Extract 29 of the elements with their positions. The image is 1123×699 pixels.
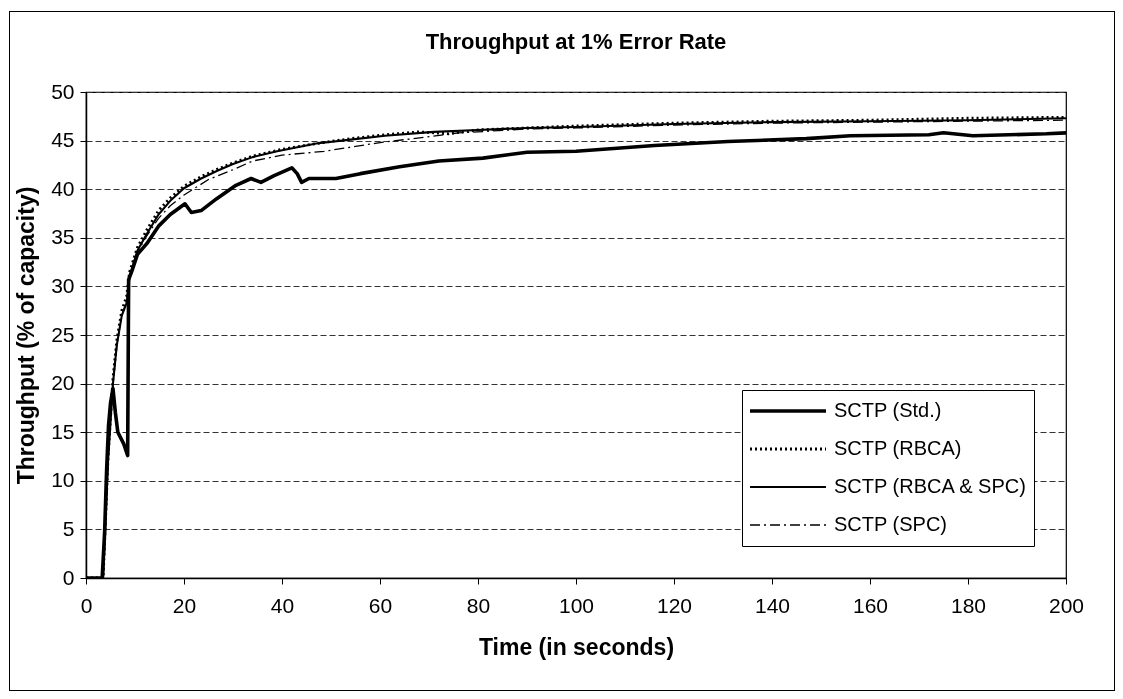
y-tick-label: 5 — [62, 516, 75, 540]
y-tick-label: 35 — [51, 225, 75, 249]
y-tick-label: 45 — [51, 128, 75, 152]
x-tick-label: 100 — [558, 593, 595, 617]
y-tick-label: 40 — [51, 176, 75, 200]
x-tick-label: 200 — [1048, 593, 1085, 617]
x-tick-label: 40 — [270, 593, 295, 617]
legend-label: SCTP (SPC) — [834, 513, 947, 535]
x-axis-title: Time (in seconds) — [478, 633, 675, 660]
y-tick-label: 0 — [62, 565, 75, 589]
x-tick-label: 180 — [950, 593, 987, 617]
y-axis-title: Throughput (% of capacity) — [13, 186, 40, 485]
y-tick-label: 15 — [51, 419, 75, 443]
x-tick-label: 80 — [466, 593, 491, 617]
x-tick-label: 160 — [852, 593, 889, 617]
x-tick-label: 60 — [368, 593, 393, 617]
y-tick-label: 25 — [51, 322, 75, 346]
y-tick-label: 20 — [51, 371, 75, 395]
legend-label: SCTP (RBCA & SPC) — [834, 475, 1026, 497]
x-tick-label: 20 — [172, 593, 197, 617]
x-tick-label: 140 — [754, 593, 791, 617]
legend-label: SCTP (RBCA) — [834, 437, 962, 459]
y-tick-label: 30 — [51, 273, 75, 297]
legend-label: SCTP (Std.) — [834, 399, 942, 421]
y-tick-label: 50 — [51, 79, 75, 103]
y-tick-label: 10 — [51, 468, 75, 492]
x-tick-label: 0 — [80, 593, 93, 617]
chart-title: Throughput at 1% Error Rate — [425, 29, 727, 54]
x-tick-label: 120 — [656, 593, 693, 617]
